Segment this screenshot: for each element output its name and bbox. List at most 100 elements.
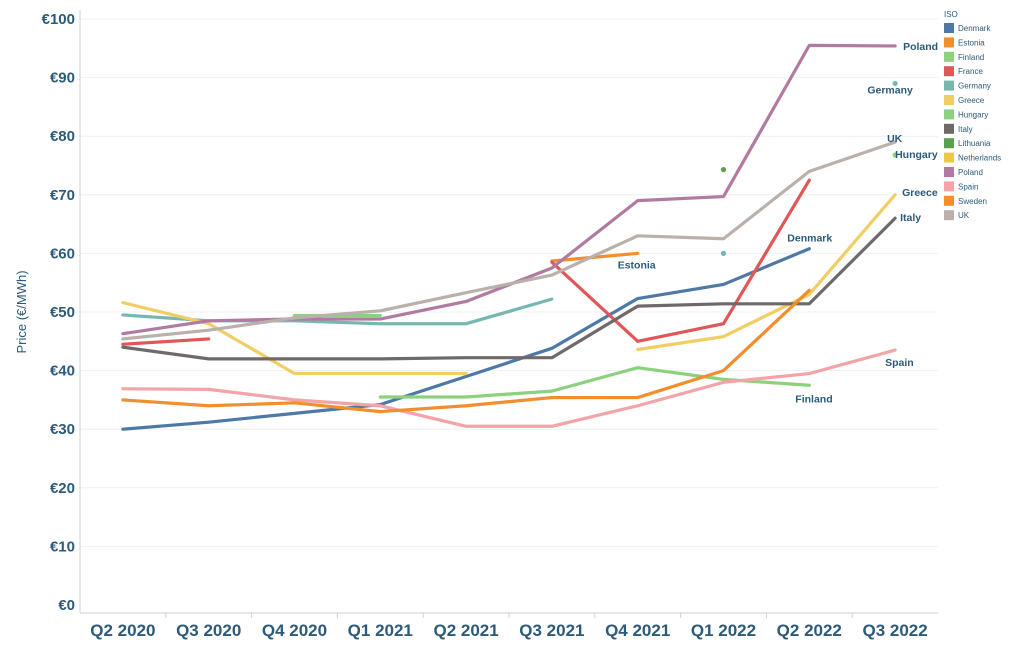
legend-swatch bbox=[944, 66, 954, 77]
legend-item-uk: UK bbox=[944, 210, 970, 221]
series-poland bbox=[121, 43, 897, 336]
series-greece bbox=[121, 193, 897, 376]
series-label-uk: UK bbox=[887, 133, 903, 145]
series-line bbox=[550, 178, 811, 343]
series-line bbox=[121, 140, 897, 341]
y-tick-label: €70 bbox=[50, 187, 75, 204]
legend-title: ISO bbox=[944, 10, 958, 19]
legend-label: Poland bbox=[958, 168, 983, 177]
legend-swatch bbox=[944, 80, 954, 91]
series-line bbox=[121, 301, 468, 376]
legend-swatch bbox=[944, 195, 954, 206]
series-lines bbox=[121, 43, 898, 431]
x-tick-label: Q4 2020 bbox=[262, 621, 327, 640]
legend-item-hungary: Hungary bbox=[944, 109, 988, 120]
y-tick-label: €30 bbox=[50, 421, 75, 438]
series-germany bbox=[121, 80, 898, 326]
legend-label: Spain bbox=[958, 182, 978, 191]
x-tick-label: Q4 2021 bbox=[605, 621, 670, 640]
series-label-denmark: Denmark bbox=[787, 233, 832, 245]
y-tick-label: €40 bbox=[50, 363, 75, 380]
series-line bbox=[121, 43, 897, 336]
data-point bbox=[720, 250, 727, 256]
series-label-estonia: Estonia bbox=[618, 259, 656, 271]
legend-label: UK bbox=[958, 211, 970, 220]
legend: ISO Denmark Estonia Finland France Germany Gr… bbox=[944, 10, 1001, 221]
series-uk bbox=[121, 140, 897, 341]
legend-swatch bbox=[944, 210, 954, 221]
legend-swatch bbox=[944, 37, 954, 48]
series-label-greece: Greece bbox=[902, 187, 938, 199]
legend-swatch bbox=[944, 167, 954, 177]
x-tick-label: Q3 2020 bbox=[176, 621, 241, 640]
legend-label: Estonia bbox=[958, 38, 985, 47]
series-label-germany: Germany bbox=[867, 84, 913, 96]
x-tick-label: Q1 2022 bbox=[691, 621, 756, 640]
series-label-finland: Finland bbox=[795, 393, 832, 405]
legend-item-lithuania: Lithuania bbox=[944, 138, 991, 149]
data-point bbox=[892, 80, 898, 87]
y-tick-label: €10 bbox=[50, 538, 75, 555]
legend-item-netherlands: Netherlands bbox=[944, 152, 1001, 163]
legend-swatch bbox=[944, 109, 954, 120]
legend-swatch bbox=[944, 152, 954, 163]
x-tick-label: Q2 2022 bbox=[777, 621, 842, 640]
legend-item-finland: Finland bbox=[944, 51, 984, 62]
y-tick-label: €60 bbox=[50, 245, 75, 262]
legend-label: Lithuania bbox=[958, 139, 991, 148]
legend-item-denmark: Denmark bbox=[944, 23, 991, 33]
series-line bbox=[636, 193, 897, 352]
series-italy bbox=[121, 216, 897, 361]
legend-label: Netherlands bbox=[958, 154, 1001, 163]
y-tick-label: €90 bbox=[50, 70, 75, 87]
legend-item-germany: Germany bbox=[944, 80, 991, 91]
legend-item-france: France bbox=[944, 66, 983, 77]
y-axis-label: Price (€/MWh) bbox=[14, 270, 29, 353]
x-tick-label: Q2 2020 bbox=[90, 621, 155, 640]
series-label-spain: Spain bbox=[885, 357, 914, 369]
legend-label: Sweden bbox=[958, 197, 987, 206]
legend-label: Finland bbox=[958, 53, 984, 62]
y-tick-label: €100 bbox=[42, 11, 75, 28]
y-tick-label: €20 bbox=[50, 480, 75, 497]
series-label-italy: Italy bbox=[900, 212, 921, 224]
legend-item-italy: Italy bbox=[944, 123, 973, 134]
legend-item-poland: Poland bbox=[944, 167, 983, 177]
legend-label: Denmark bbox=[958, 24, 991, 33]
legend-swatch bbox=[944, 138, 954, 149]
legend-label: France bbox=[958, 67, 983, 76]
series-line bbox=[121, 247, 811, 431]
legend-swatch bbox=[944, 95, 954, 105]
x-tick-label: Q3 2022 bbox=[862, 621, 927, 640]
x-tick-label: Q3 2021 bbox=[519, 621, 584, 640]
series-denmark bbox=[121, 247, 811, 431]
y-tick-label: €80 bbox=[50, 128, 75, 145]
data-point bbox=[720, 167, 727, 173]
legend-label: Greece bbox=[958, 96, 985, 105]
series-line bbox=[121, 216, 897, 361]
series-france bbox=[121, 178, 811, 346]
legend-item-spain: Spain bbox=[944, 181, 978, 192]
legend-item-sweden: Sweden bbox=[944, 195, 987, 206]
legend-label: Hungary bbox=[958, 110, 988, 119]
legend-label: Italy bbox=[958, 125, 973, 134]
x-tick-label: Q1 2021 bbox=[348, 621, 413, 640]
series-label-poland: Poland bbox=[903, 41, 938, 53]
series-line bbox=[121, 288, 811, 414]
legend-label: Germany bbox=[958, 82, 991, 91]
x-tick-labels: Q2 2020 Q3 2020 Q4 2020 Q1 2021 Q2 2021 Q3 20… bbox=[90, 613, 928, 640]
legend-swatch bbox=[944, 23, 954, 33]
legend-swatch bbox=[944, 181, 954, 192]
y-tick-label: €50 bbox=[50, 304, 75, 321]
series-labels: Denmark Estonia Finland Germany Greece Hungar… bbox=[618, 41, 938, 405]
series-label-hungary: Hungary bbox=[895, 149, 938, 161]
legend-swatch bbox=[944, 51, 954, 62]
series-spain bbox=[121, 348, 897, 428]
legend-item-greece: Greece bbox=[944, 95, 985, 105]
legend-item-estonia: Estonia bbox=[944, 37, 985, 48]
y-tick-labels: €0 €10 €20 €30 €40 €50 €60 €70 €80 €90 €100 bbox=[42, 11, 75, 614]
x-tick-label: Q2 2021 bbox=[433, 621, 498, 640]
data-point bbox=[892, 152, 898, 158]
legend-swatch bbox=[944, 123, 954, 134]
